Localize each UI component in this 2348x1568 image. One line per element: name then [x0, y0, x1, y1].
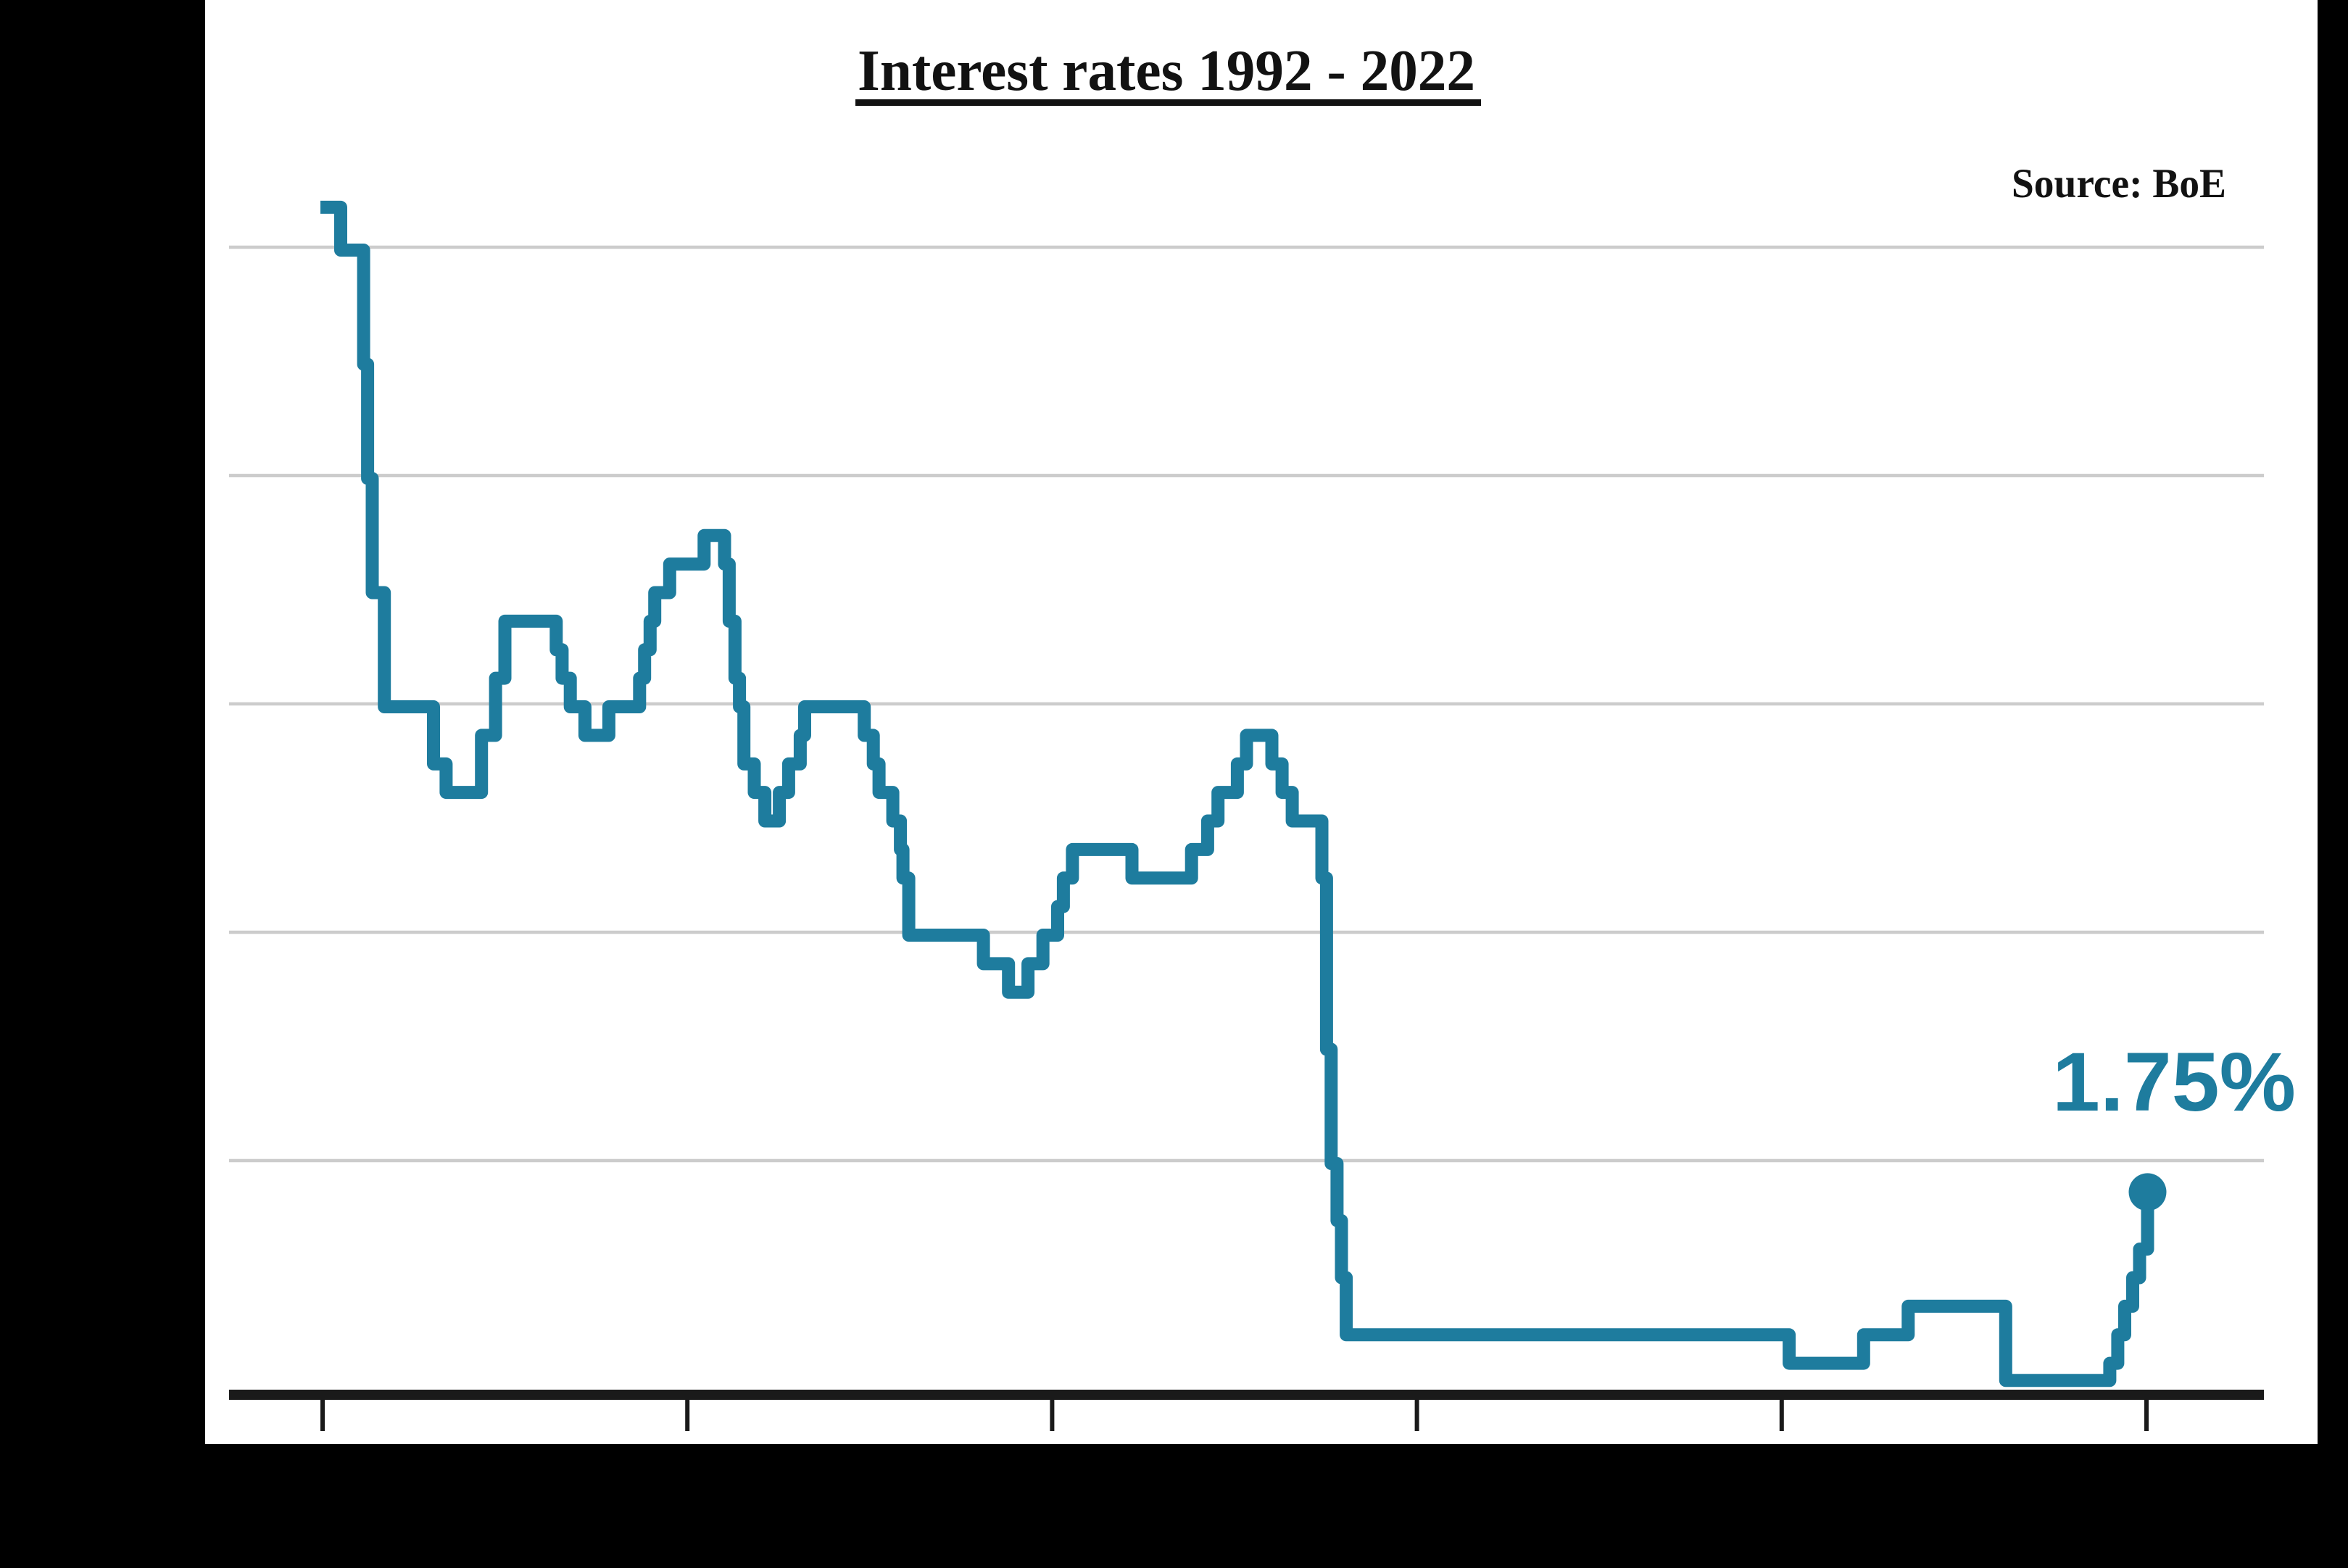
x-axis-line [229, 1390, 2264, 1400]
title-underline [855, 99, 1481, 106]
latest-point-dot [2128, 1173, 2167, 1211]
source-label: Source: BoE [2012, 161, 2226, 207]
latest-value-label: 1.75% [2052, 1036, 2296, 1129]
x-axis-ticks [320, 1398, 2149, 1431]
chart-title: Interest rates 1992 - 2022 [858, 39, 1475, 103]
chart-panel [205, 0, 2318, 1444]
rate-step-line [320, 200, 2154, 1387]
